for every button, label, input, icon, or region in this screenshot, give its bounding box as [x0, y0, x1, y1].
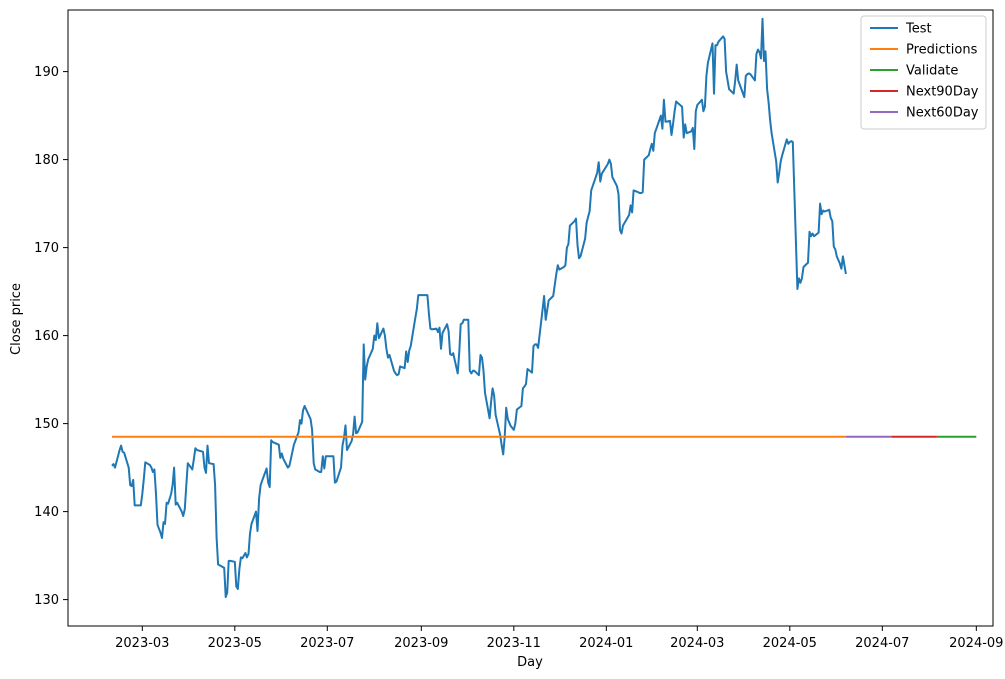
x-tick-label: 2023-11	[487, 636, 541, 651]
x-tick-label: 2024-09	[949, 636, 1003, 651]
x-tick-label: 2024-03	[670, 636, 724, 651]
x-tick-label: 2023-07	[300, 636, 354, 651]
y-tick-label: 140	[34, 505, 59, 520]
plot-area	[67, 9, 994, 627]
y-tick-label: 180	[34, 153, 59, 168]
plot-frame	[67, 9, 994, 627]
x-tick-label: 2024-05	[763, 636, 817, 651]
series-line-test	[111, 17, 847, 598]
y-tick-label: 160	[34, 329, 59, 344]
legend-label-predictions: Predictions	[906, 43, 978, 58]
legend-label-validate: Validate	[906, 64, 958, 79]
x-tick-label: 2023-09	[394, 636, 448, 651]
x-tick-label: 2023-05	[208, 636, 262, 651]
y-tick-label: 190	[34, 65, 59, 80]
y-axis: 130 140 150 160 170 180 190	[34, 65, 68, 608]
x-tick-label: 2024-01	[579, 636, 633, 651]
legend: Test Predictions Validate Next90Day Next60Da…	[860, 15, 987, 130]
legend-label-next60day: Next60Day	[906, 106, 979, 121]
y-tick-label: 150	[34, 417, 59, 432]
x-axis-label: Day	[517, 655, 543, 670]
x-tick-label: 2024-07	[855, 636, 909, 651]
legend-label-test: Test	[905, 22, 932, 37]
x-axis: 2023-03 2023-05 2023-07 2023-09 2023-11 2024-…	[115, 626, 1003, 651]
legend-label-next90day: Next90Day	[906, 85, 979, 100]
legend-box	[860, 15, 987, 130]
y-axis-label: Close price	[9, 283, 24, 355]
y-tick-label: 130	[34, 593, 59, 608]
x-tick-label: 2023-03	[115, 636, 169, 651]
y-tick-label: 170	[34, 241, 59, 256]
